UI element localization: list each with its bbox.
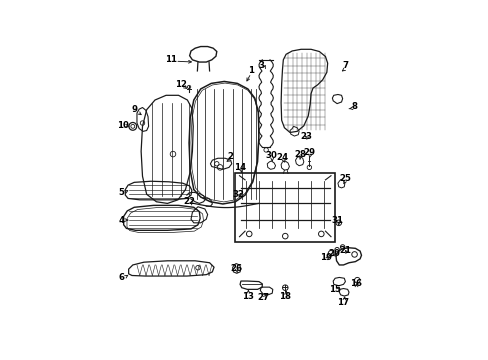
Text: 4: 4 bbox=[119, 216, 124, 225]
Text: 24: 24 bbox=[276, 153, 288, 162]
Text: 17: 17 bbox=[336, 298, 348, 307]
Bar bbox=[235, 173, 334, 242]
Text: 1: 1 bbox=[247, 66, 254, 75]
Text: 19: 19 bbox=[319, 253, 331, 262]
Text: 30: 30 bbox=[265, 151, 277, 160]
Text: 14: 14 bbox=[234, 163, 245, 172]
Text: 3: 3 bbox=[258, 62, 264, 71]
Text: 21: 21 bbox=[339, 246, 351, 255]
Text: 7: 7 bbox=[342, 62, 348, 71]
Text: 5: 5 bbox=[119, 188, 124, 197]
Text: 13: 13 bbox=[242, 292, 253, 301]
Text: 32: 32 bbox=[232, 190, 244, 199]
Text: 12: 12 bbox=[174, 80, 186, 89]
Text: 26: 26 bbox=[230, 264, 242, 273]
Text: 31: 31 bbox=[331, 216, 343, 225]
Text: 10: 10 bbox=[116, 121, 128, 130]
Text: 9: 9 bbox=[131, 105, 138, 114]
Text: 8: 8 bbox=[351, 102, 357, 111]
Text: 29: 29 bbox=[303, 148, 315, 157]
Text: 25: 25 bbox=[339, 174, 351, 183]
Text: 20: 20 bbox=[328, 249, 340, 258]
Text: 22: 22 bbox=[183, 197, 195, 206]
Text: 11: 11 bbox=[164, 55, 177, 64]
Text: 23: 23 bbox=[300, 131, 312, 140]
Text: 27: 27 bbox=[257, 293, 269, 302]
Text: 15: 15 bbox=[328, 285, 341, 294]
Text: 6: 6 bbox=[119, 273, 124, 282]
Text: 2: 2 bbox=[227, 152, 233, 161]
Text: 16: 16 bbox=[350, 279, 362, 288]
Text: 28: 28 bbox=[293, 150, 305, 159]
Text: 18: 18 bbox=[279, 292, 291, 301]
